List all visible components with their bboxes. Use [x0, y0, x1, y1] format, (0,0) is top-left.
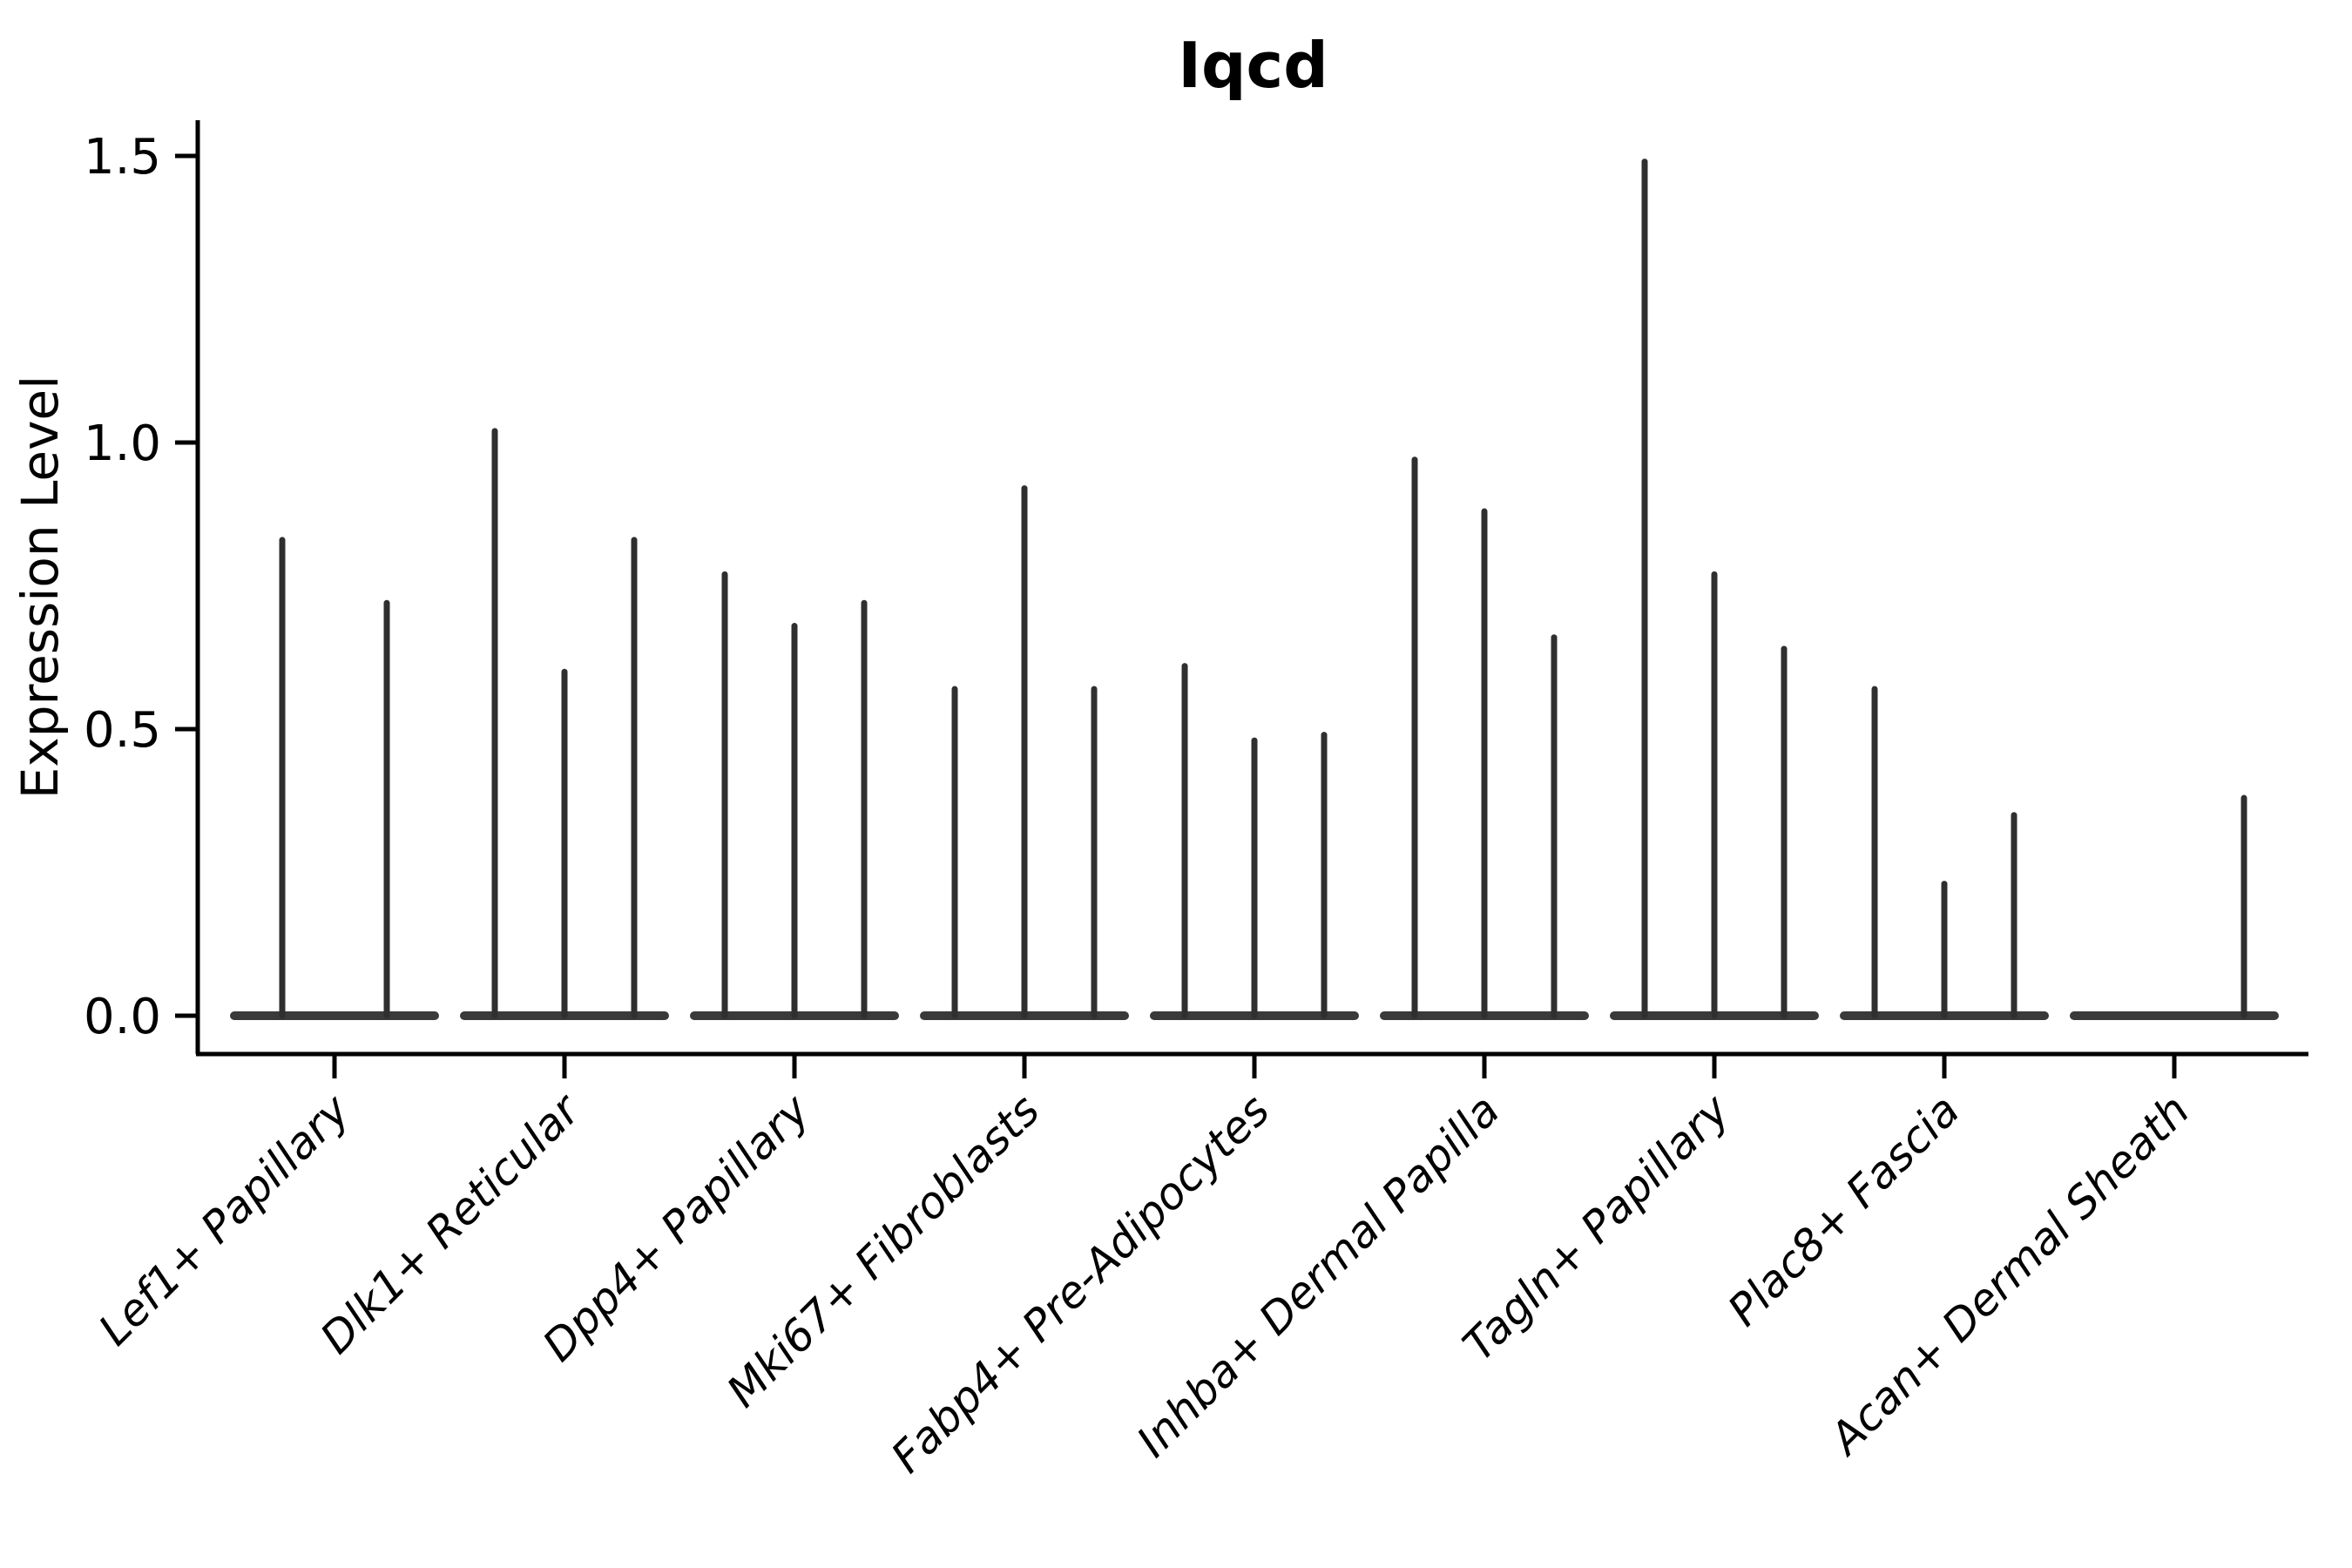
chart-title: Iqcd — [1178, 29, 1328, 102]
y-axis-label: Expression Level — [10, 375, 70, 799]
y-tick-label: 0.5 — [84, 702, 161, 759]
y-tick-label: 1.0 — [84, 416, 161, 472]
y-tick-label: 0.0 — [84, 989, 161, 1045]
x-category-label: Fabp4+ Pre-Adipocytes — [882, 1085, 1280, 1483]
x-category-label: Inhba+ Dermal Papilla — [1127, 1085, 1509, 1466]
x-category-label: Lef1+ Papillary — [89, 1084, 360, 1355]
y-tick-label: 1.5 — [84, 129, 161, 186]
x-category-label: Plac8+ Fascia — [1719, 1085, 1970, 1335]
